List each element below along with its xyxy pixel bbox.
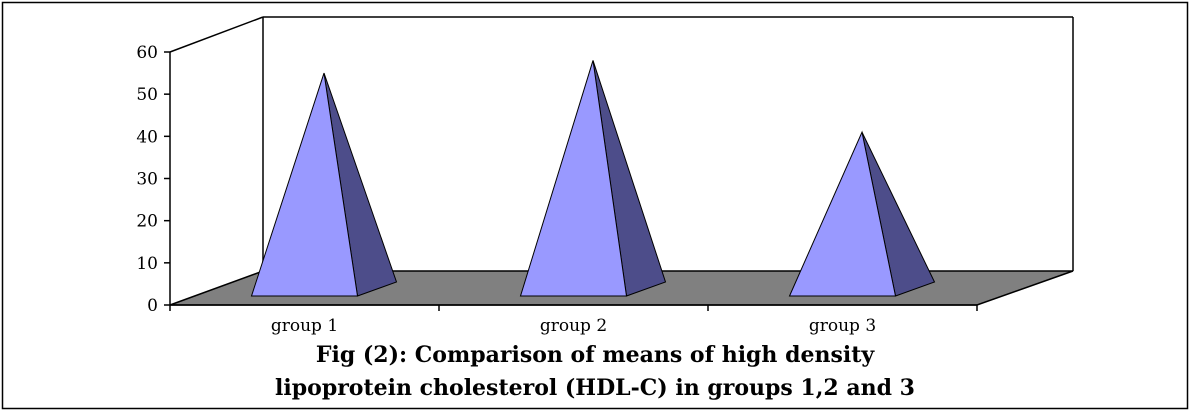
y-tick-label: 50 (136, 85, 158, 105)
pyramid-bar (250, 72, 359, 297)
pyramid-series (250, 60, 936, 297)
chart-frame (169, 16, 1074, 271)
y-axis-ticks: 0 10 20 30 40 50 60 (136, 43, 170, 316)
x-tick-label: group 1 (271, 316, 338, 336)
pyramid-bar (519, 60, 628, 297)
y-tick-label: 30 (136, 170, 158, 190)
y-tick-label: 60 (136, 43, 158, 63)
pyramid-bar (788, 130, 897, 297)
y-tick-label: 20 (136, 212, 158, 232)
x-tick-label: group 2 (540, 316, 607, 336)
x-axis-ticks: group 1 group 2 group 3 (169, 305, 978, 336)
y-tick-label: 40 (136, 127, 158, 147)
caption-line-1: Fig (2): Comparison of means of high den… (316, 342, 876, 368)
x-tick-label: group 3 (809, 316, 876, 336)
caption-line-2: lipoprotein cholesterol (HDL-C) in group… (275, 375, 915, 401)
y-tick-label: 10 (136, 254, 158, 274)
y-tick-label: 0 (147, 296, 158, 316)
